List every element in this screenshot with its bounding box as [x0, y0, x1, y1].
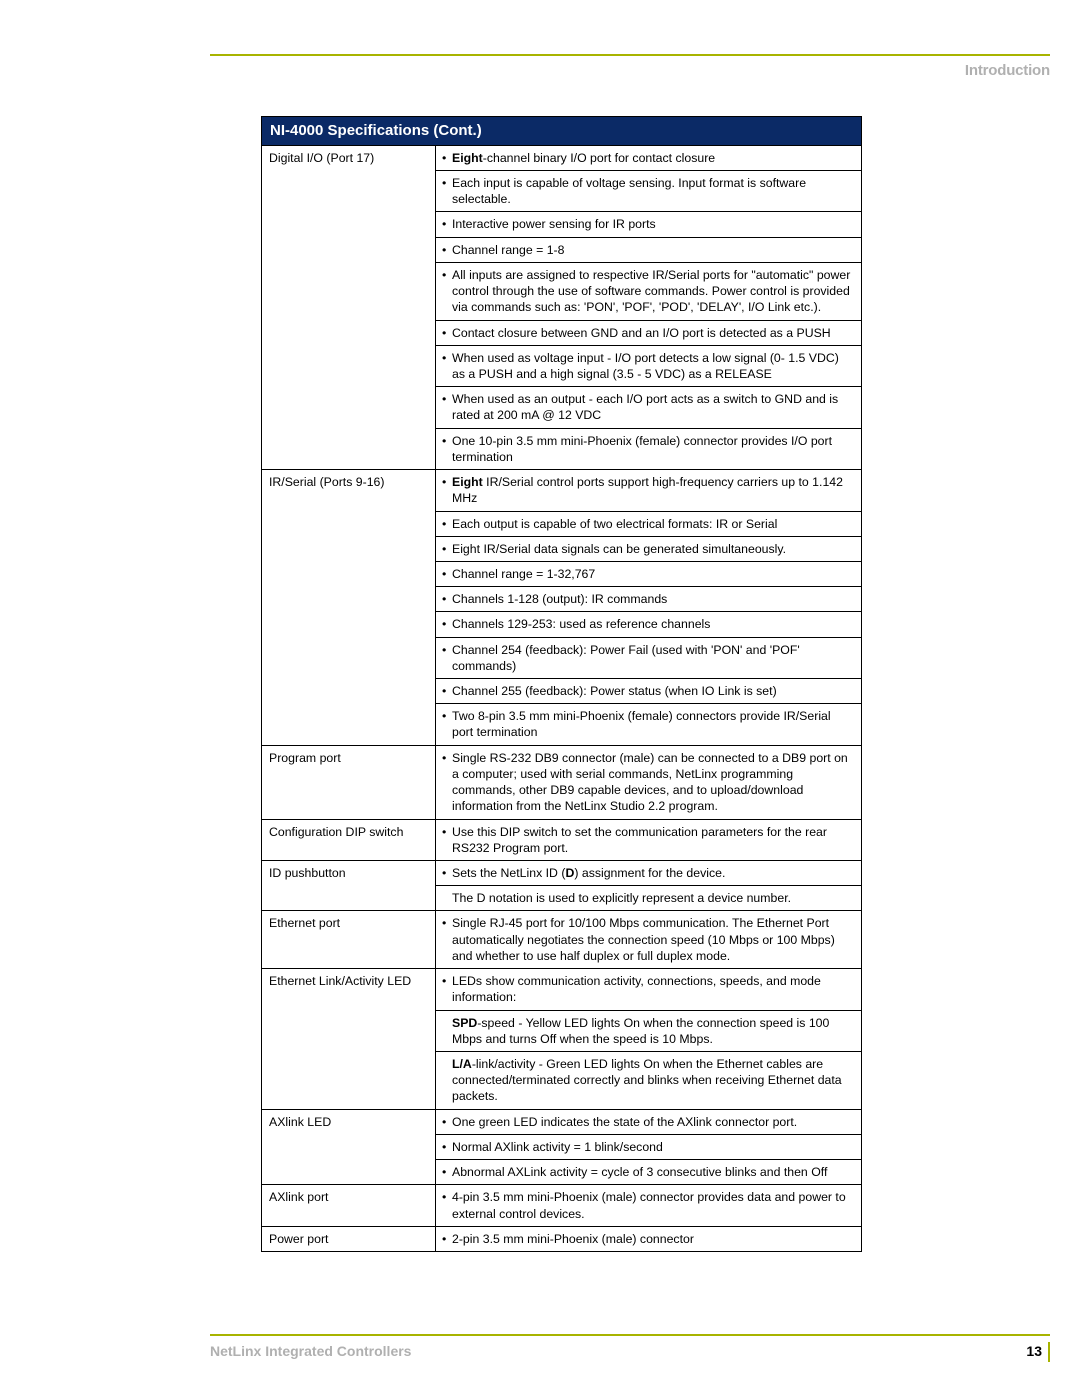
spec-value: Eight-channel binary I/O port for contac… — [436, 145, 862, 469]
spec-label: Power port — [262, 1226, 436, 1251]
spec-value: Single RJ-45 port for 10/100 Mbps commun… — [436, 911, 862, 969]
spec-bullet: When used as an output - each I/O port a… — [436, 386, 861, 427]
spec-bullet: All inputs are assigned to respective IR… — [436, 262, 861, 320]
spec-value: Use this DIP switch to set the communica… — [436, 819, 862, 860]
spec-value: 2-pin 3.5 mm mini-Phoenix (male) connect… — [436, 1226, 862, 1251]
spec-bullet: Channel 254 (feedback): Power Fail (used… — [436, 637, 861, 678]
spec-bullet: Channel 255 (feedback): Power status (wh… — [436, 678, 861, 703]
page: Introduction NI-4000 Specifications (Con… — [0, 0, 1080, 1397]
spec-bullet: Eight IR/Serial control ports support hi… — [436, 470, 861, 510]
spec-bullet: Normal AXlink activity = 1 blink/second — [436, 1134, 861, 1159]
footer: NetLinx Integrated Controllers 13 — [210, 1334, 1050, 1362]
spec-value: 4-pin 3.5 mm mini-Phoenix (male) connect… — [436, 1185, 862, 1226]
spec-value: Sets the NetLinx ID (D) assignment for t… — [436, 861, 862, 911]
spec-bullet: One green LED indicates the state of the… — [436, 1110, 861, 1134]
spec-bullet: One 10-pin 3.5 mm mini-Phoenix (female) … — [436, 428, 861, 469]
spec-bullet: Single RS-232 DB9 connector (male) can b… — [436, 746, 861, 819]
spec-table: NI-4000 Specifications (Cont.) Digital I… — [261, 116, 862, 1252]
spec-bullet: Channel range = 1-8 — [436, 237, 861, 262]
spec-bullet: The D notation is used to explicitly rep… — [436, 885, 861, 910]
spec-value: Single RS-232 DB9 connector (male) can b… — [436, 745, 862, 819]
spec-bullet: Contact closure between GND and an I/O p… — [436, 320, 861, 345]
spec-bullet: Abnormal AXLink activity = cycle of 3 co… — [436, 1159, 861, 1184]
page-number: 13 — [1026, 1343, 1044, 1359]
spec-bullet: Eight-channel binary I/O port for contac… — [436, 146, 861, 170]
spec-bullet: Channel range = 1-32,767 — [436, 561, 861, 586]
spec-label: IR/Serial (Ports 9-16) — [262, 470, 436, 746]
table-row: IR/Serial (Ports 9-16)Eight IR/Serial co… — [262, 470, 862, 746]
spec-label: Ethernet port — [262, 911, 436, 969]
spec-label: Digital I/O (Port 17) — [262, 145, 436, 469]
spec-value: Eight IR/Serial control ports support hi… — [436, 470, 862, 746]
table-row: AXlink LEDOne green LED indicates the st… — [262, 1109, 862, 1185]
section-label: Introduction — [965, 62, 1050, 79]
spec-bullet: Two 8-pin 3.5 mm mini-Phoenix (female) c… — [436, 703, 861, 744]
footer-title: NetLinx Integrated Controllers — [210, 1343, 411, 1359]
spec-bullet: Sets the NetLinx ID (D) assignment for t… — [436, 861, 861, 885]
spec-bullet: Channels 129-253: used as reference chan… — [436, 611, 861, 636]
table-row: Configuration DIP switchUse this DIP swi… — [262, 819, 862, 860]
spec-bullet: Single RJ-45 port for 10/100 Mbps commun… — [436, 911, 861, 968]
table-row: Digital I/O (Port 17)Eight-channel binar… — [262, 145, 862, 469]
spec-value: LEDs show communication activity, connec… — [436, 969, 862, 1110]
table-title: NI-4000 Specifications (Cont.) — [262, 117, 862, 146]
footer-tick-icon — [1048, 1342, 1050, 1362]
table-row: Ethernet Link/Activity LEDLEDs show comm… — [262, 969, 862, 1110]
spec-bullet: Use this DIP switch to set the communica… — [436, 820, 861, 860]
footer-rule — [210, 1334, 1050, 1336]
spec-bullet: Channels 1-128 (output): IR commands — [436, 586, 861, 611]
table-row: ID pushbuttonSets the NetLinx ID (D) ass… — [262, 861, 862, 911]
spec-bullet: L/A-link/activity - Green LED lights On … — [436, 1051, 861, 1109]
spec-label: AXlink LED — [262, 1109, 436, 1185]
spec-bullet: LEDs show communication activity, connec… — [436, 969, 861, 1009]
spec-bullet: 4-pin 3.5 mm mini-Phoenix (male) connect… — [436, 1185, 861, 1225]
header-rule — [210, 54, 1050, 56]
table-row: Ethernet portSingle RJ-45 port for 10/10… — [262, 911, 862, 969]
table-row: AXlink port4-pin 3.5 mm mini-Phoenix (ma… — [262, 1185, 862, 1226]
spec-bullet: SPD-speed - Yellow LED lights On when th… — [436, 1010, 861, 1051]
table-row: Program portSingle RS-232 DB9 connector … — [262, 745, 862, 819]
spec-bullet: Each input is capable of voltage sensing… — [436, 170, 861, 211]
spec-bullet: 2-pin 3.5 mm mini-Phoenix (male) connect… — [436, 1227, 861, 1251]
spec-label: Program port — [262, 745, 436, 819]
spec-label: ID pushbutton — [262, 861, 436, 911]
spec-value: One green LED indicates the state of the… — [436, 1109, 862, 1185]
table-row: Power port2-pin 3.5 mm mini-Phoenix (mal… — [262, 1226, 862, 1251]
spec-bullet: Eight IR/Serial data signals can be gene… — [436, 536, 861, 561]
spec-bullet: Interactive power sensing for IR ports — [436, 211, 861, 236]
spec-label: AXlink port — [262, 1185, 436, 1226]
spec-bullet: When used as voltage input - I/O port de… — [436, 345, 861, 386]
spec-bullet: Each output is capable of two electrical… — [436, 511, 861, 536]
spec-label: Ethernet Link/Activity LED — [262, 969, 436, 1110]
spec-label: Configuration DIP switch — [262, 819, 436, 860]
